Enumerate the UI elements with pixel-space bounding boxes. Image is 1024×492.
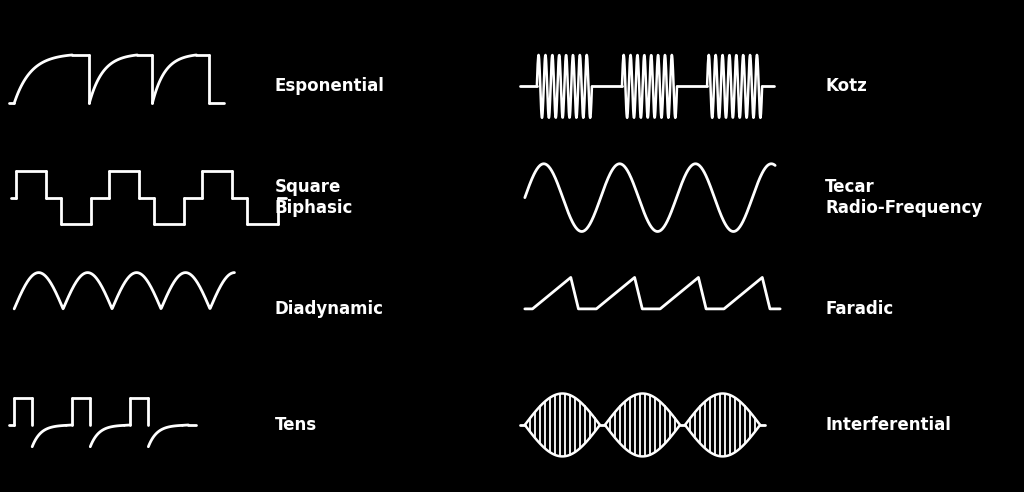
Text: Tecar
Radio-Frequency: Tecar Radio-Frequency — [825, 178, 982, 217]
Text: Tens: Tens — [274, 416, 316, 434]
Text: Square
Biphasic: Square Biphasic — [274, 178, 353, 217]
Text: Interferential: Interferential — [825, 416, 951, 434]
Text: Diadynamic: Diadynamic — [274, 300, 384, 318]
Text: Faradic: Faradic — [825, 300, 894, 318]
Text: Kotz: Kotz — [825, 77, 867, 95]
Text: Esponential: Esponential — [274, 77, 384, 95]
